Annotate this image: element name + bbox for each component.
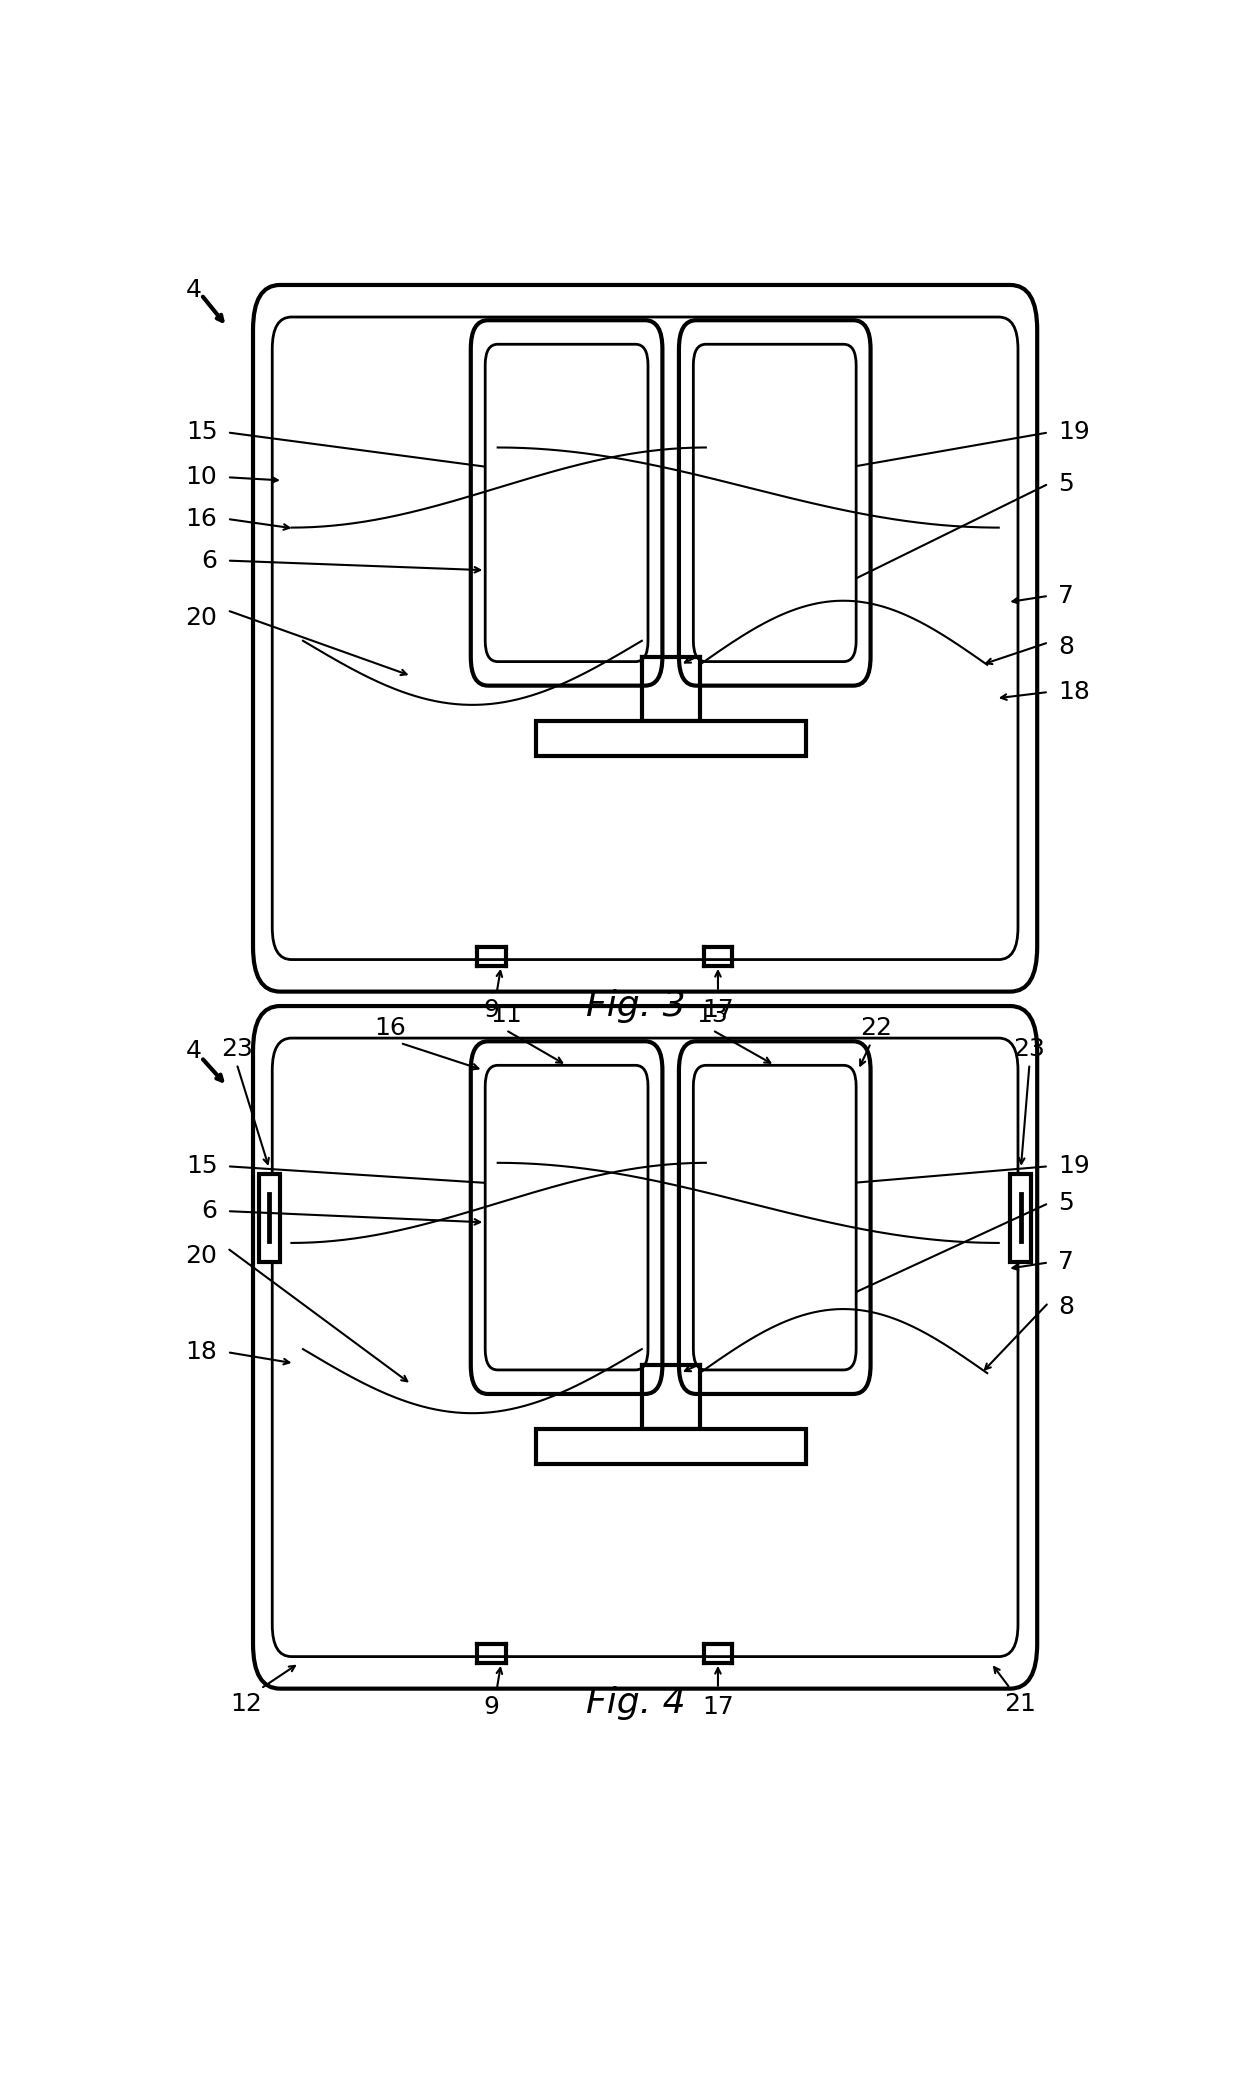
FancyBboxPatch shape [253,285,1037,993]
Text: 15: 15 [186,1155,217,1178]
Text: 4: 4 [186,277,201,302]
Text: 19: 19 [1058,1155,1090,1178]
Text: 6: 6 [201,549,217,572]
Text: 5: 5 [1058,472,1074,495]
Bar [268,1192,270,1242]
Text: Fig. 3: Fig. 3 [585,988,686,1024]
Text: 11: 11 [490,1003,522,1026]
FancyBboxPatch shape [693,343,856,662]
FancyBboxPatch shape [273,316,1018,959]
Text: 17: 17 [702,1696,734,1719]
Text: 19: 19 [1058,420,1090,445]
FancyBboxPatch shape [471,1040,662,1394]
Bar [536,1430,806,1465]
Text: 23: 23 [221,1036,253,1061]
Text: 8: 8 [1058,1294,1074,1319]
Text: 18: 18 [186,1340,217,1365]
Text: 20: 20 [186,606,217,631]
Text: 22: 22 [859,1016,892,1040]
Text: 4: 4 [186,1038,201,1063]
Text: 18: 18 [1058,680,1090,703]
Text: 9: 9 [484,999,500,1022]
Text: Fig. 4: Fig. 4 [585,1686,686,1721]
FancyBboxPatch shape [485,343,649,662]
FancyBboxPatch shape [680,1040,870,1394]
Text: 10: 10 [186,466,217,489]
Text: 7: 7 [1058,1251,1074,1274]
Text: 15: 15 [186,420,217,445]
FancyBboxPatch shape [693,1065,856,1369]
Text: 9: 9 [484,1696,500,1719]
Text: 23: 23 [1013,1036,1045,1061]
Text: 13: 13 [697,1003,728,1026]
Text: 8: 8 [1058,635,1074,660]
Text: 17: 17 [702,999,734,1022]
FancyBboxPatch shape [253,1005,1037,1688]
Bar [259,1174,280,1261]
FancyBboxPatch shape [485,1065,649,1369]
Bar [1011,1174,1032,1261]
Text: 20: 20 [186,1244,217,1267]
FancyBboxPatch shape [471,320,662,685]
Text: 5: 5 [1058,1190,1074,1215]
FancyBboxPatch shape [273,1038,1018,1656]
Text: 7: 7 [1058,585,1074,608]
Text: 16: 16 [186,508,217,531]
Text: 16: 16 [374,1016,407,1040]
Text: 6: 6 [201,1199,217,1224]
Text: 21: 21 [1004,1692,1035,1717]
FancyBboxPatch shape [680,320,870,685]
Bar [536,720,806,755]
Bar [1019,1192,1022,1242]
Text: 12: 12 [231,1692,262,1717]
